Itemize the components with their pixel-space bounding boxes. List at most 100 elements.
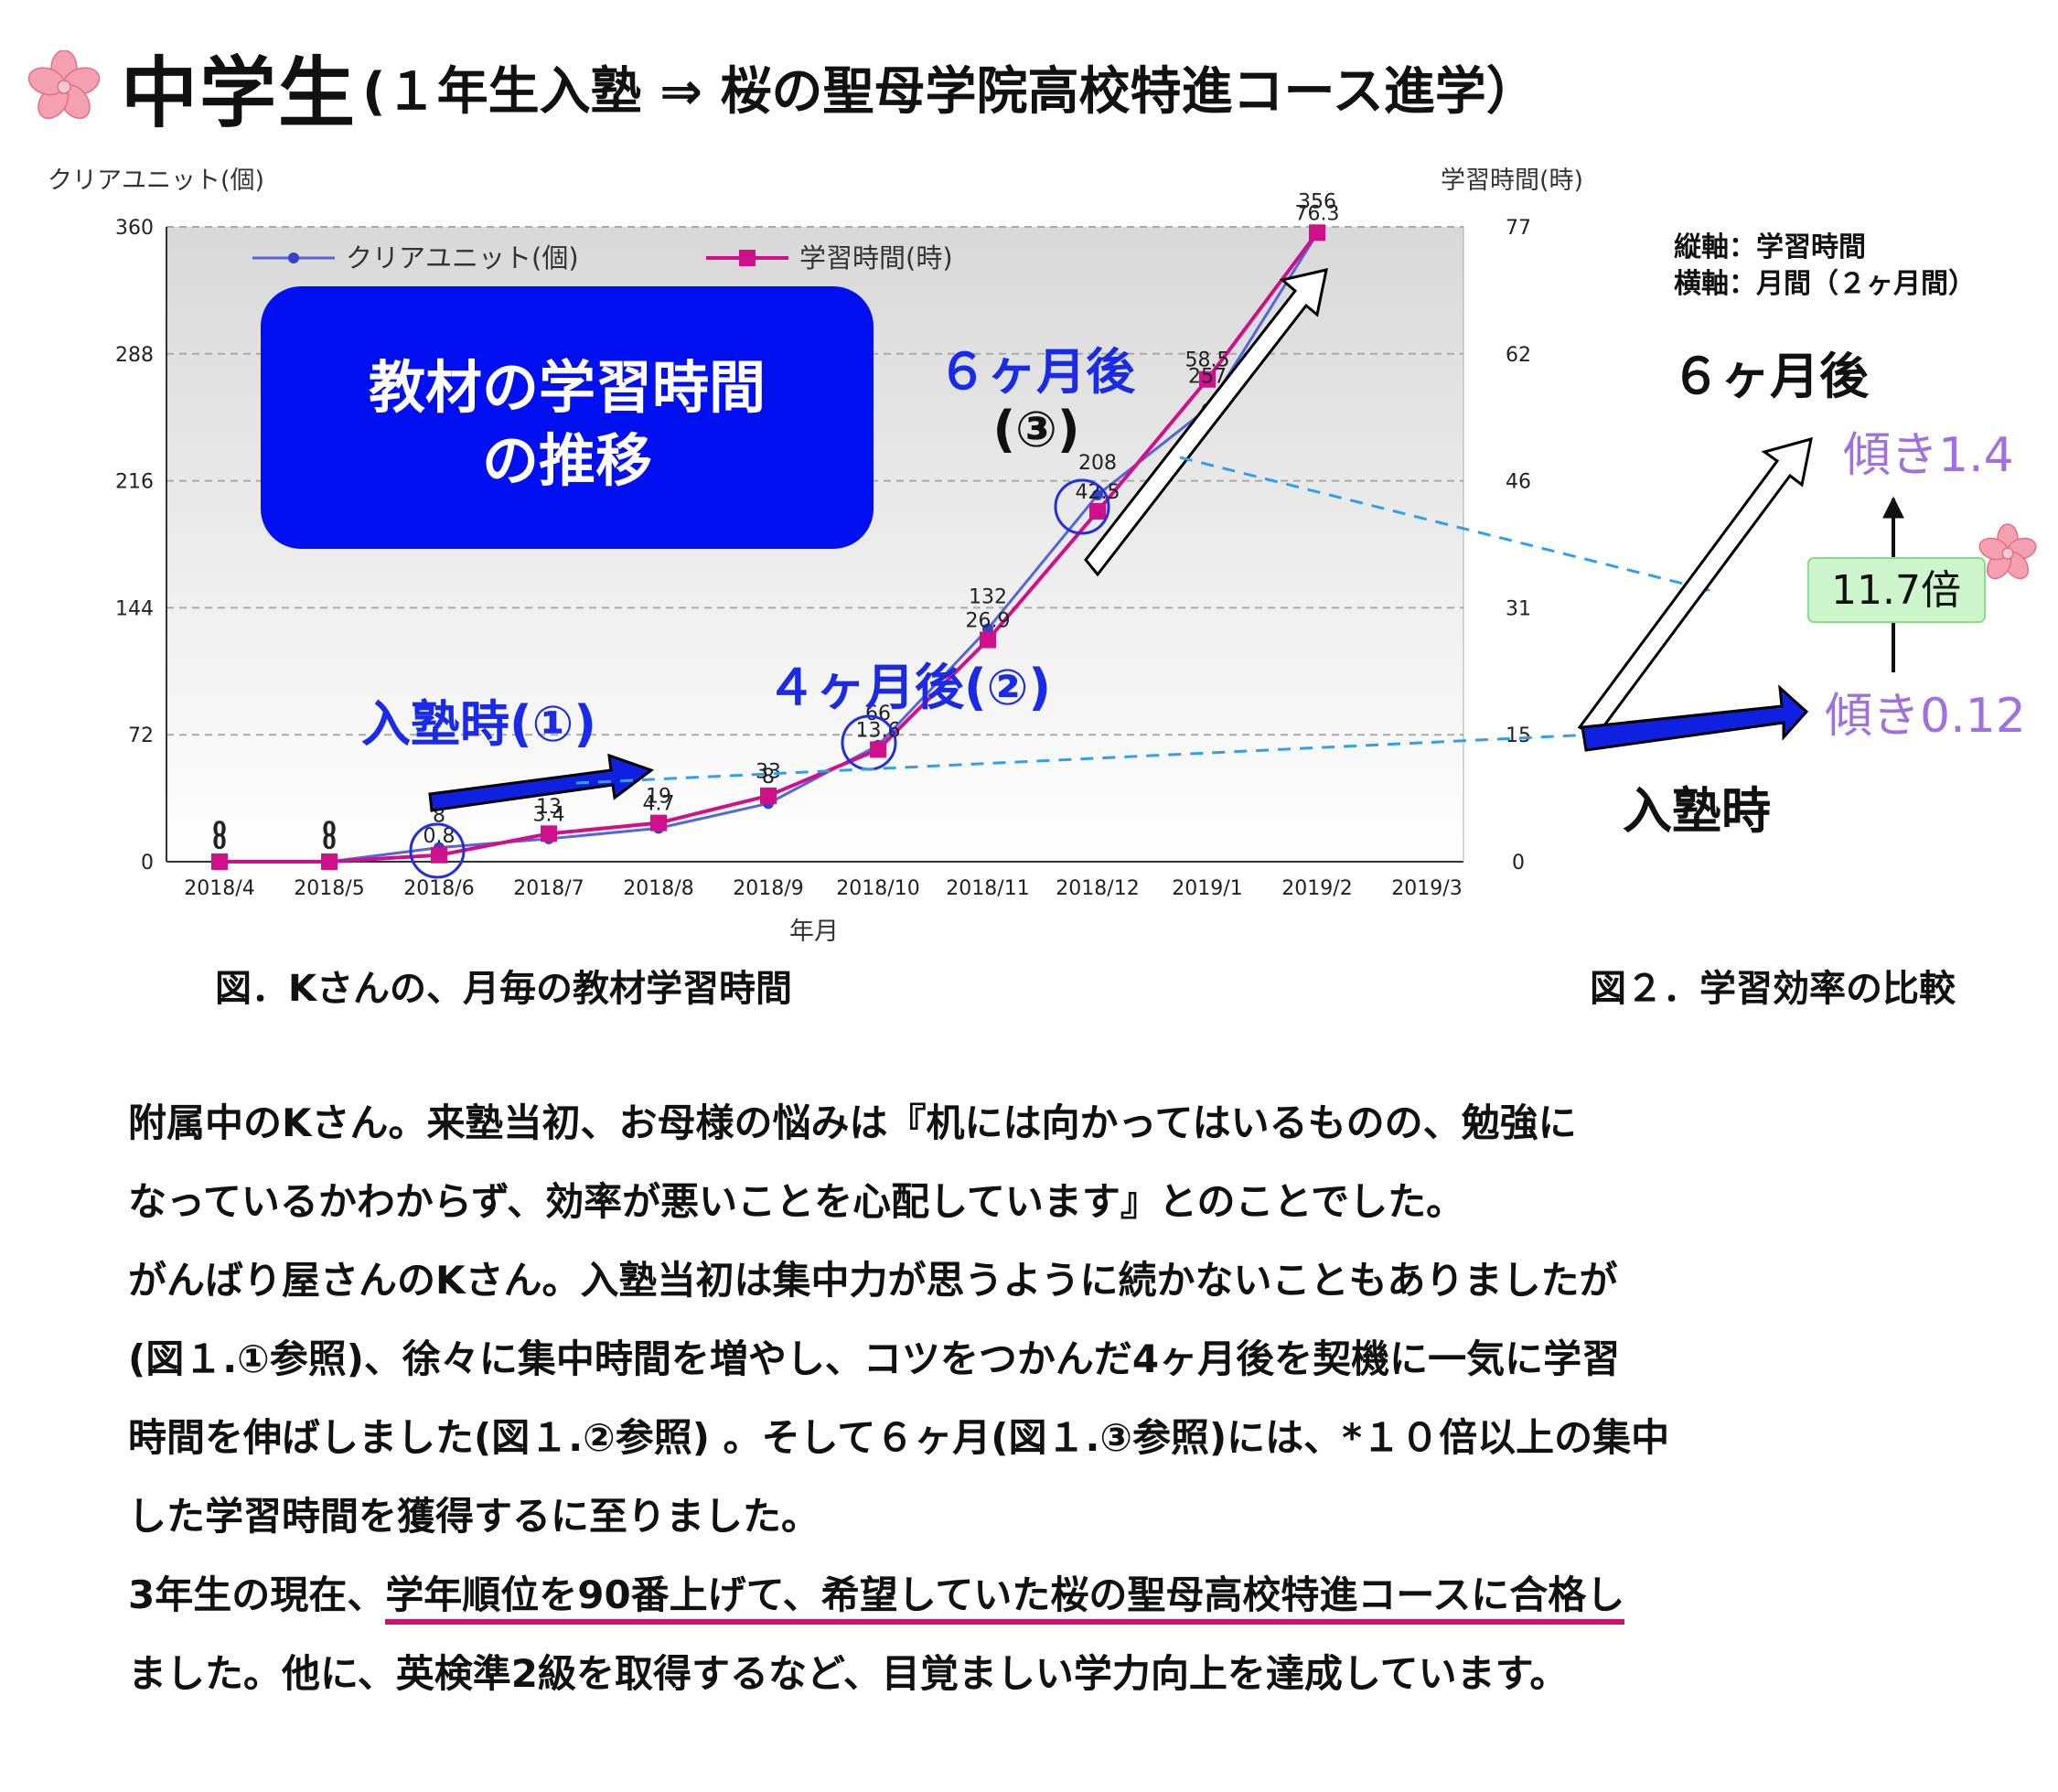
legend-label-hours: 学習時間(時) (799, 242, 953, 274)
sakura-flower-icon (1978, 523, 2037, 580)
dashed-connector-join (575, 722, 1654, 785)
data-label: 0 (322, 819, 336, 842)
data-label: 0 (212, 819, 226, 842)
annotation-6-months: ６ヶ月後 (938, 343, 1136, 401)
y-right-tick-label: 31 (1506, 597, 1531, 620)
caption-fig2: 図２．学習効率の比較 (1590, 968, 1956, 1010)
body-line: 附属中のKさん。来塾当初、お母様の悩みは『机には向かってはいるものの、勉強に (128, 1100, 1577, 1145)
fig2-axis-note-horizontal: 横軸：月間（２ヶ月間） (1674, 268, 1976, 300)
data-label: 257 (1188, 366, 1227, 389)
body-line: ました。他に、英検準2級を取得するなど、目覚ましい学力向上を達成しています。 (128, 1651, 1569, 1696)
data-point (321, 853, 338, 870)
data-point (211, 853, 228, 870)
y-left-tick-label: 0 (141, 852, 154, 875)
y-left-ticks: 0 72 144 216 288 360 (115, 217, 154, 875)
data-label: 33 (756, 760, 781, 783)
legend-label-units: クリアユニット(個) (346, 242, 579, 274)
fig2-slope-low: 傾き0.12 (1825, 689, 2026, 744)
data-label: 58.5 (1185, 349, 1230, 372)
x-ticks: 2018/4 2018/5 2018/6 2018/7 2018/8 2018/9 2018… (184, 877, 1462, 900)
data-label: 19 (646, 785, 671, 808)
data-point (870, 741, 886, 758)
data-point (431, 846, 447, 864)
annotation-6-months-number: (③) (992, 401, 1079, 458)
x-tick-label: 2018/8 (623, 877, 693, 900)
annotation-4-months: ４ヶ月後(②) (766, 659, 1051, 716)
fig2-label-6-months: ６ヶ月後 (1671, 348, 1870, 405)
y-left-tick-label: 144 (115, 597, 154, 620)
data-label: 76.3 (1295, 202, 1340, 225)
body-line-prefix: 3年生の現在、 (128, 1572, 386, 1617)
x-tick-label: 2018/9 (733, 877, 803, 900)
body-line: (図１.①参照)、徐々に集中時間を増やし、コツをつかんだ4ヶ月後を契機に一気に学… (128, 1336, 1621, 1381)
underlined-achievement: 学年順位を90番上げて、希望していた桜の聖母高校特進コースに合格し (385, 1572, 1625, 1625)
x-tick-label: 2018/6 (403, 877, 474, 900)
y-right-tick-label: 46 (1506, 471, 1531, 494)
data-point (982, 623, 993, 635)
x-tick-label: 2018/4 (184, 877, 254, 900)
title-row: 中学生 (１年生入塾 ⇒ 桜の聖母学院高校特進コース進学） (27, 37, 1538, 138)
ratio-badge (1807, 557, 1986, 623)
overlay-title-line1: 教材の学習時間 (369, 354, 766, 421)
data-point (541, 825, 557, 842)
fig2-slope-high: 傾き1.4 (1843, 428, 2014, 483)
page-title: 中学生 (121, 48, 358, 138)
data-label: 0 (212, 832, 226, 854)
annotation-join: 入塾時(①) (361, 695, 596, 753)
data-label: 4.7 (643, 793, 675, 816)
page-subtitle: (１年生入塾 ⇒ 桜の聖母学院高校特進コース進学） (362, 61, 1538, 122)
y-left-axis-title: クリアユニット(個) (48, 166, 264, 195)
data-label: 0 (322, 832, 336, 854)
x-axis-title: 年月 (789, 917, 839, 946)
sakura-flower-icon (27, 50, 101, 120)
overlay-title-line2: の推移 (482, 427, 652, 494)
data-point (980, 631, 996, 649)
data-point (1089, 502, 1106, 520)
x-tick-label: 2018/10 (836, 877, 919, 900)
x-tick-label: 2019/3 (1391, 877, 1462, 900)
body-line: 時間を伸ばしました(図１.②参照) 。そして６ヶ月(図１.③参照)には、*１０倍… (128, 1415, 1670, 1460)
y-left-tick-label: 216 (115, 471, 154, 494)
legend-marker-units (288, 252, 299, 263)
body-line: した学習時間を獲得するに至りました。 (128, 1494, 820, 1539)
highlight-circle-6-months (1054, 478, 1110, 535)
body-text: 附属中のKさん。来塾当初、お母様の悩みは『机には向かってはいるものの、勉強に な… (128, 1084, 1866, 1713)
body-line: なっているかわからず、効率が悪いことを心配しています』とのことでした。 (128, 1179, 1465, 1224)
join-slope-arrow-fig1 (428, 753, 655, 812)
join-slope-arrow-fig2 (1581, 684, 1809, 752)
data-label: 356 (1298, 191, 1336, 214)
data-label: 13 (536, 796, 562, 819)
series-layer (211, 224, 1325, 870)
x-tick-label: 2018/11 (946, 877, 1029, 900)
data-label: 132 (969, 586, 1007, 609)
fig2-axis-note-vertical: 縦軸：学習時間 (1674, 231, 1866, 263)
data-point (650, 814, 667, 832)
x-tick-label: 2019/2 (1281, 877, 1352, 900)
legend-marker-hours (739, 250, 756, 266)
data-point (760, 787, 777, 804)
dashed-connector-6-months (1179, 456, 1711, 596)
fig2-label-join: 入塾時 (1623, 782, 1771, 840)
legend: クリアユニット(個) 学習時間(時) (252, 242, 953, 274)
six-month-slope-arrow-fig1 (1084, 268, 1328, 577)
body-line: がんばり屋さんのKさん。入塾当初は集中力が思うように続かないこともありましたが (128, 1258, 1618, 1303)
y-left-tick-label: 72 (128, 724, 154, 747)
caption-fig1: 図．Kさんの、月毎の教材学習時間 (215, 968, 792, 1010)
highlight-circle-join (409, 822, 466, 879)
x-tick-label: 2019/1 (1172, 877, 1242, 900)
data-point (1309, 224, 1325, 241)
data-label: 26.9 (966, 610, 1011, 633)
data-point (1199, 370, 1216, 388)
y-right-tick-label: 0 (1512, 852, 1525, 875)
overlay-title-box (261, 286, 874, 549)
y-right-tick-label: 62 (1506, 344, 1531, 367)
data-label: 208 (1078, 452, 1117, 475)
data-label: 3.4 (533, 803, 565, 826)
six-month-slope-arrow-fig2 (1577, 436, 1813, 738)
y-right-axis-title: 学習時間(時) (1441, 166, 1583, 195)
y-left-tick-label: 360 (115, 217, 154, 240)
y-right-tick-label: 77 (1506, 217, 1531, 240)
x-tick-label: 2018/12 (1056, 877, 1139, 900)
